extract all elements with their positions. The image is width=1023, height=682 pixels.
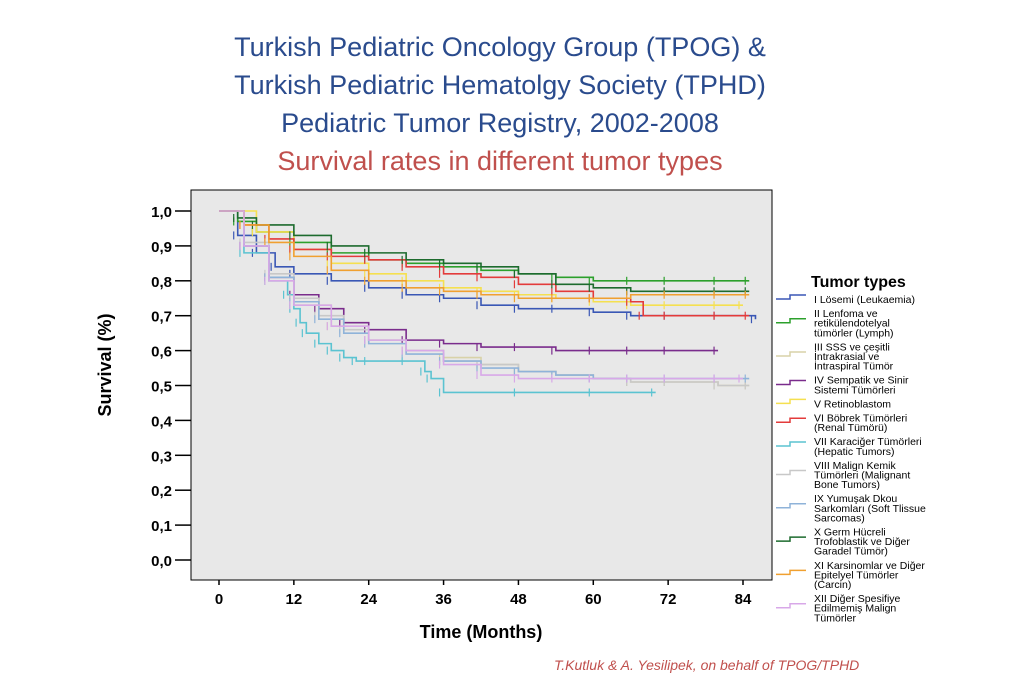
x-tick-label: 60 — [585, 591, 602, 608]
legend-label-3: İntrakrasial ve — [814, 350, 880, 363]
survival-curve-12 — [219, 210, 743, 380]
legend-label-1: I Lösemi (Leukaemia) — [814, 294, 915, 306]
survival-curve-1 — [219, 210, 757, 320]
y-tick-label: 0,3 — [151, 448, 172, 465]
legend-swatch-11 — [776, 569, 806, 576]
legend-label-4: Sistemi Tümörleri — [814, 384, 896, 396]
title-line-1: Turkish Pediatric Oncology Group (TPOG) … — [234, 32, 766, 62]
legend-label-3: III SSS ve çeşitli — [814, 341, 890, 353]
legend-label-2: retikülendotelyal — [814, 318, 890, 330]
legend-label-11: (Carcin) — [814, 579, 851, 591]
legend-label-6: (Renal Tümörü) — [814, 422, 887, 434]
x-tick-label: 36 — [435, 591, 452, 608]
legend-label-8: Bone Tumors) — [814, 479, 880, 491]
x-tick-label: 0 — [215, 591, 223, 608]
x-tick-label: 84 — [735, 591, 752, 608]
legend-swatch-5 — [776, 398, 806, 405]
legend-swatch-12 — [776, 602, 806, 609]
legend-label-10: Garadel Tümör) — [814, 546, 888, 558]
x-tick-label: 72 — [660, 591, 677, 608]
legend-label-2: II Lenfoma ve — [814, 308, 878, 320]
y-tick-label: 0,6 — [151, 344, 172, 361]
y-tick-label: 0,0 — [151, 553, 172, 570]
x-tick-label: 24 — [360, 591, 377, 608]
x-axis-label: Time (Months) — [420, 622, 543, 642]
y-tick-label: 0,5 — [151, 379, 172, 396]
title-line-3: Pediatric Tumor Registry, 2002-2008 — [281, 108, 719, 138]
y-tick-label: 0,2 — [151, 483, 172, 500]
legend-label-12: Tümörler — [814, 612, 857, 624]
legend-swatch-3 — [776, 351, 806, 357]
legend-label-5: V Retinoblastom — [814, 398, 891, 410]
legend-label-7: (Hepatic Tumors) — [814, 446, 895, 458]
legend-label-8: VIII Malign Kemik — [814, 460, 896, 472]
legend-label-6: VI Böbrek Tümörleri — [814, 413, 907, 425]
legend-swatch-8 — [776, 469, 806, 476]
y-tick-label: 0,9 — [151, 239, 172, 256]
legend-label-12: XII Diğer Spesifiye — [814, 593, 901, 605]
legend-label-10: X Germ Hücreli — [814, 527, 886, 539]
legend-label-9: Sarkomları (Soft Tlissue — [814, 503, 926, 515]
x-tick-label: 48 — [510, 591, 527, 608]
legend-swatch-6 — [776, 417, 806, 424]
y-tick-label: 0,1 — [151, 518, 172, 535]
legend-swatch-1 — [776, 294, 806, 300]
legend-label-8: Tümörleri (Malignant — [814, 470, 910, 482]
credit-line: T.Kutluk & A. Yesilipek, on behalf of TP… — [554, 657, 860, 673]
y-tick-label: 0,8 — [151, 274, 172, 291]
legend-label-2: tümörler (Lymph) — [814, 327, 894, 339]
legend-label-11: Epitelyel Tümörler — [814, 569, 899, 581]
legend-label-4: IV Sempatik ve Sinir — [814, 375, 909, 387]
legend-label-3: İntraspiral Tümör — [814, 360, 894, 373]
survival-curve-11 — [219, 210, 750, 300]
slide-title-block: Turkish Pediatric Oncology Group (TPOG) … — [0, 28, 1000, 180]
legend-label-11: XI Karsinomlar ve Diğer — [814, 560, 925, 572]
legend-swatch-4 — [776, 379, 806, 386]
y-tick-label: 0,4 — [151, 413, 173, 430]
survival-curve-9 — [219, 210, 750, 380]
y-axis-label: Survival (%) — [95, 313, 115, 416]
legend-label-12: Edilmemiş Malign — [814, 603, 896, 615]
y-tick-label: 1,0 — [151, 204, 172, 221]
legend-label-9: Sarcomas) — [814, 512, 865, 524]
legend-swatch-10 — [776, 536, 806, 542]
legend-label-9: IX Yumuşak Dkou — [814, 493, 897, 505]
legend-swatch-9 — [776, 503, 806, 509]
legend-label-10: Trofoblastik ve Diğer — [814, 536, 910, 548]
y-tick-label: 0,7 — [151, 309, 172, 326]
legend-swatch-7 — [776, 441, 806, 447]
legend-swatch-2 — [776, 317, 806, 324]
survival-curve-7 — [219, 210, 656, 394]
survival-curve-10 — [219, 210, 750, 293]
x-tick-label: 12 — [286, 591, 303, 608]
legend-label-7: VII Karaciğer Tümörleri — [814, 436, 922, 448]
legend-title: Tumor types — [811, 274, 906, 291]
slide-subtitle: Survival rates in different tumor types — [277, 146, 723, 176]
title-line-2: Turkish Pediatric Hematolgy Society (TPH… — [234, 70, 766, 100]
plot-area — [190, 189, 773, 581]
